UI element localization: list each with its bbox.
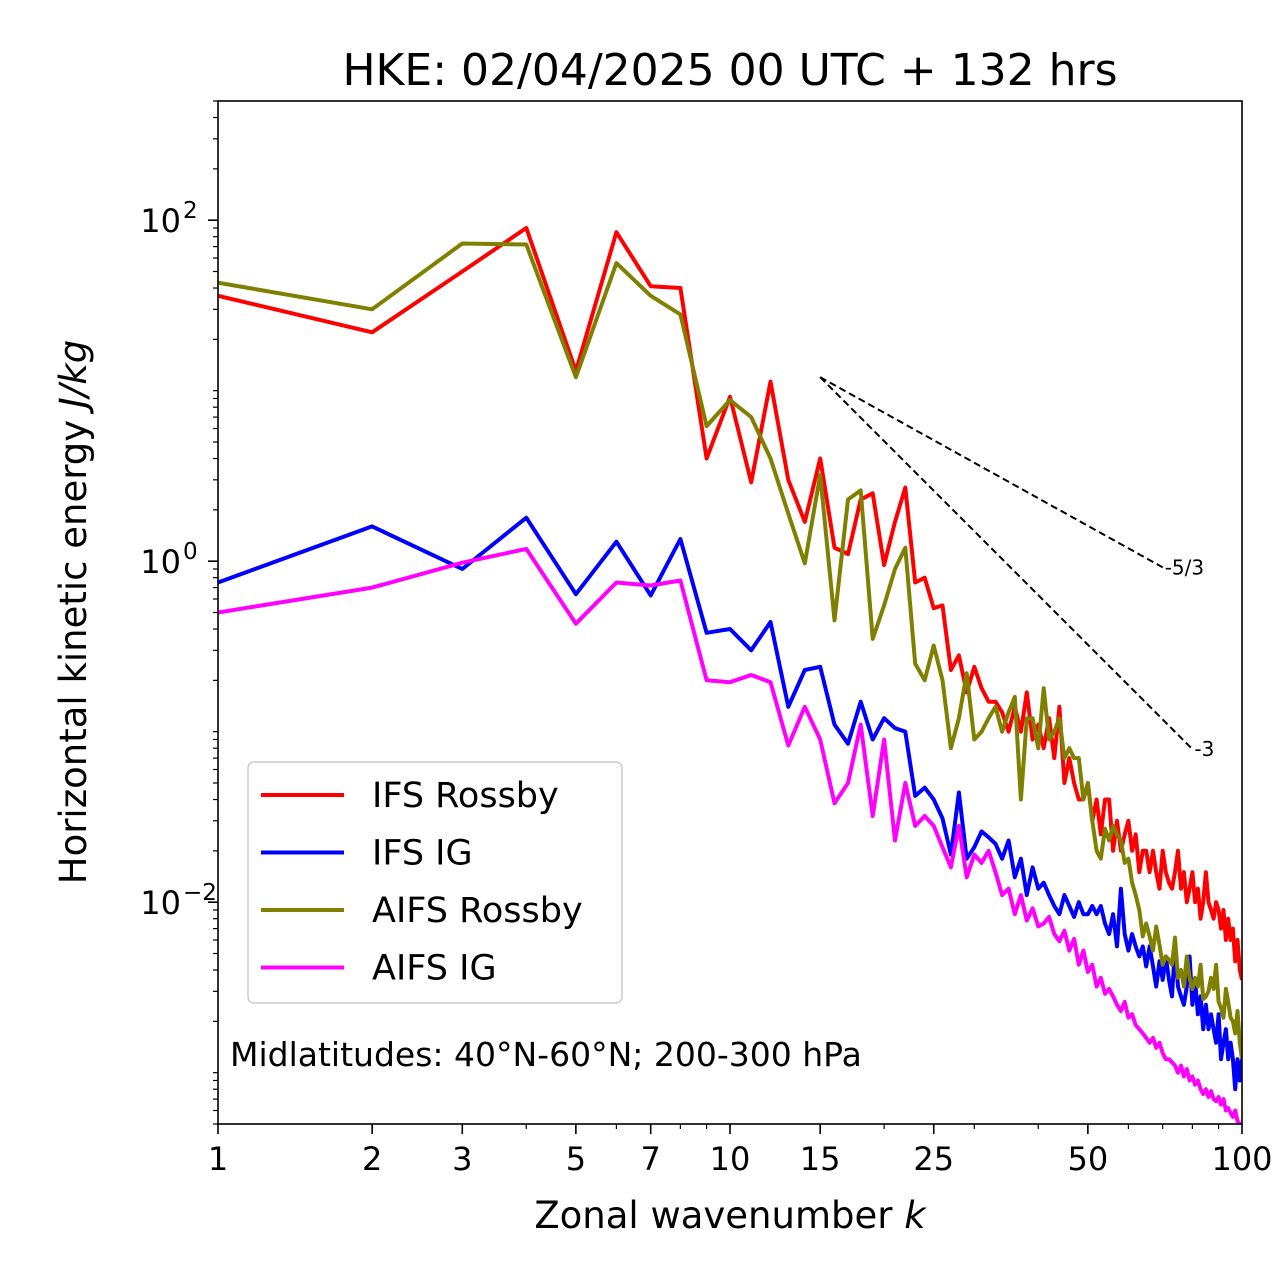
y-tick-exponent: 2	[183, 198, 198, 224]
series-line-ifs-ig	[218, 515, 1242, 1092]
legend-label-aifs-ig: AIFS IG	[372, 949, 497, 989]
x-tick-label: 3	[452, 1140, 472, 1178]
series-line-aifs-rossby	[218, 241, 1242, 1060]
chart-legend: IFS Rossby IFS IG AIFS Rossby AIFS IG	[247, 761, 623, 1004]
legend-label-ifs-rossby: IFS Rossby	[372, 776, 559, 816]
x-tick-label: 15	[800, 1140, 841, 1178]
legend-label-aifs-rossby: AIFS Rossby	[372, 891, 583, 931]
x-axis-label: Zonal wavenumber k	[534, 1194, 927, 1237]
legend-label-ifs-ig: IFS IG	[372, 834, 473, 874]
x-tick-label: 2	[362, 1140, 382, 1178]
x-tick-label: 1	[208, 1140, 228, 1178]
y-tick-label: 10	[140, 884, 181, 922]
reference-lines: -5/3 -3	[819, 376, 1214, 761]
legend-box	[247, 761, 623, 1004]
y-tick-exponent: −2	[183, 880, 217, 906]
plot-frame	[217, 100, 1243, 1125]
reference-line	[819, 376, 1194, 750]
x-tick-label: 5	[566, 1140, 586, 1178]
series-layer	[218, 226, 1242, 1124]
chart-title: HKE: 02/04/2025 00 UTC + 132 hrs	[342, 45, 1117, 96]
x-tick-label: 10	[710, 1140, 751, 1178]
reference-slope-label: -5/3	[1165, 555, 1204, 579]
x-tick-label: 25	[913, 1140, 954, 1178]
x-tick-label: 50	[1068, 1140, 1109, 1178]
y-tick-label: 10	[140, 543, 181, 581]
y-tick-label: 10	[140, 202, 181, 240]
x-tick-label: 7	[641, 1140, 661, 1178]
y-axis-label: Horizontal kinetic energy J/kg	[52, 340, 95, 884]
region-annotation: Midlatitudes: 40°N-60°N; 200-300 hPa	[230, 1035, 862, 1074]
reference-line	[819, 376, 1164, 569]
reference-slope-label: -3	[1194, 737, 1214, 761]
y-tick-exponent: 0	[183, 539, 198, 565]
series-line-aifs-ig	[218, 546, 1242, 1124]
x-tick-label: 100	[1211, 1140, 1272, 1178]
